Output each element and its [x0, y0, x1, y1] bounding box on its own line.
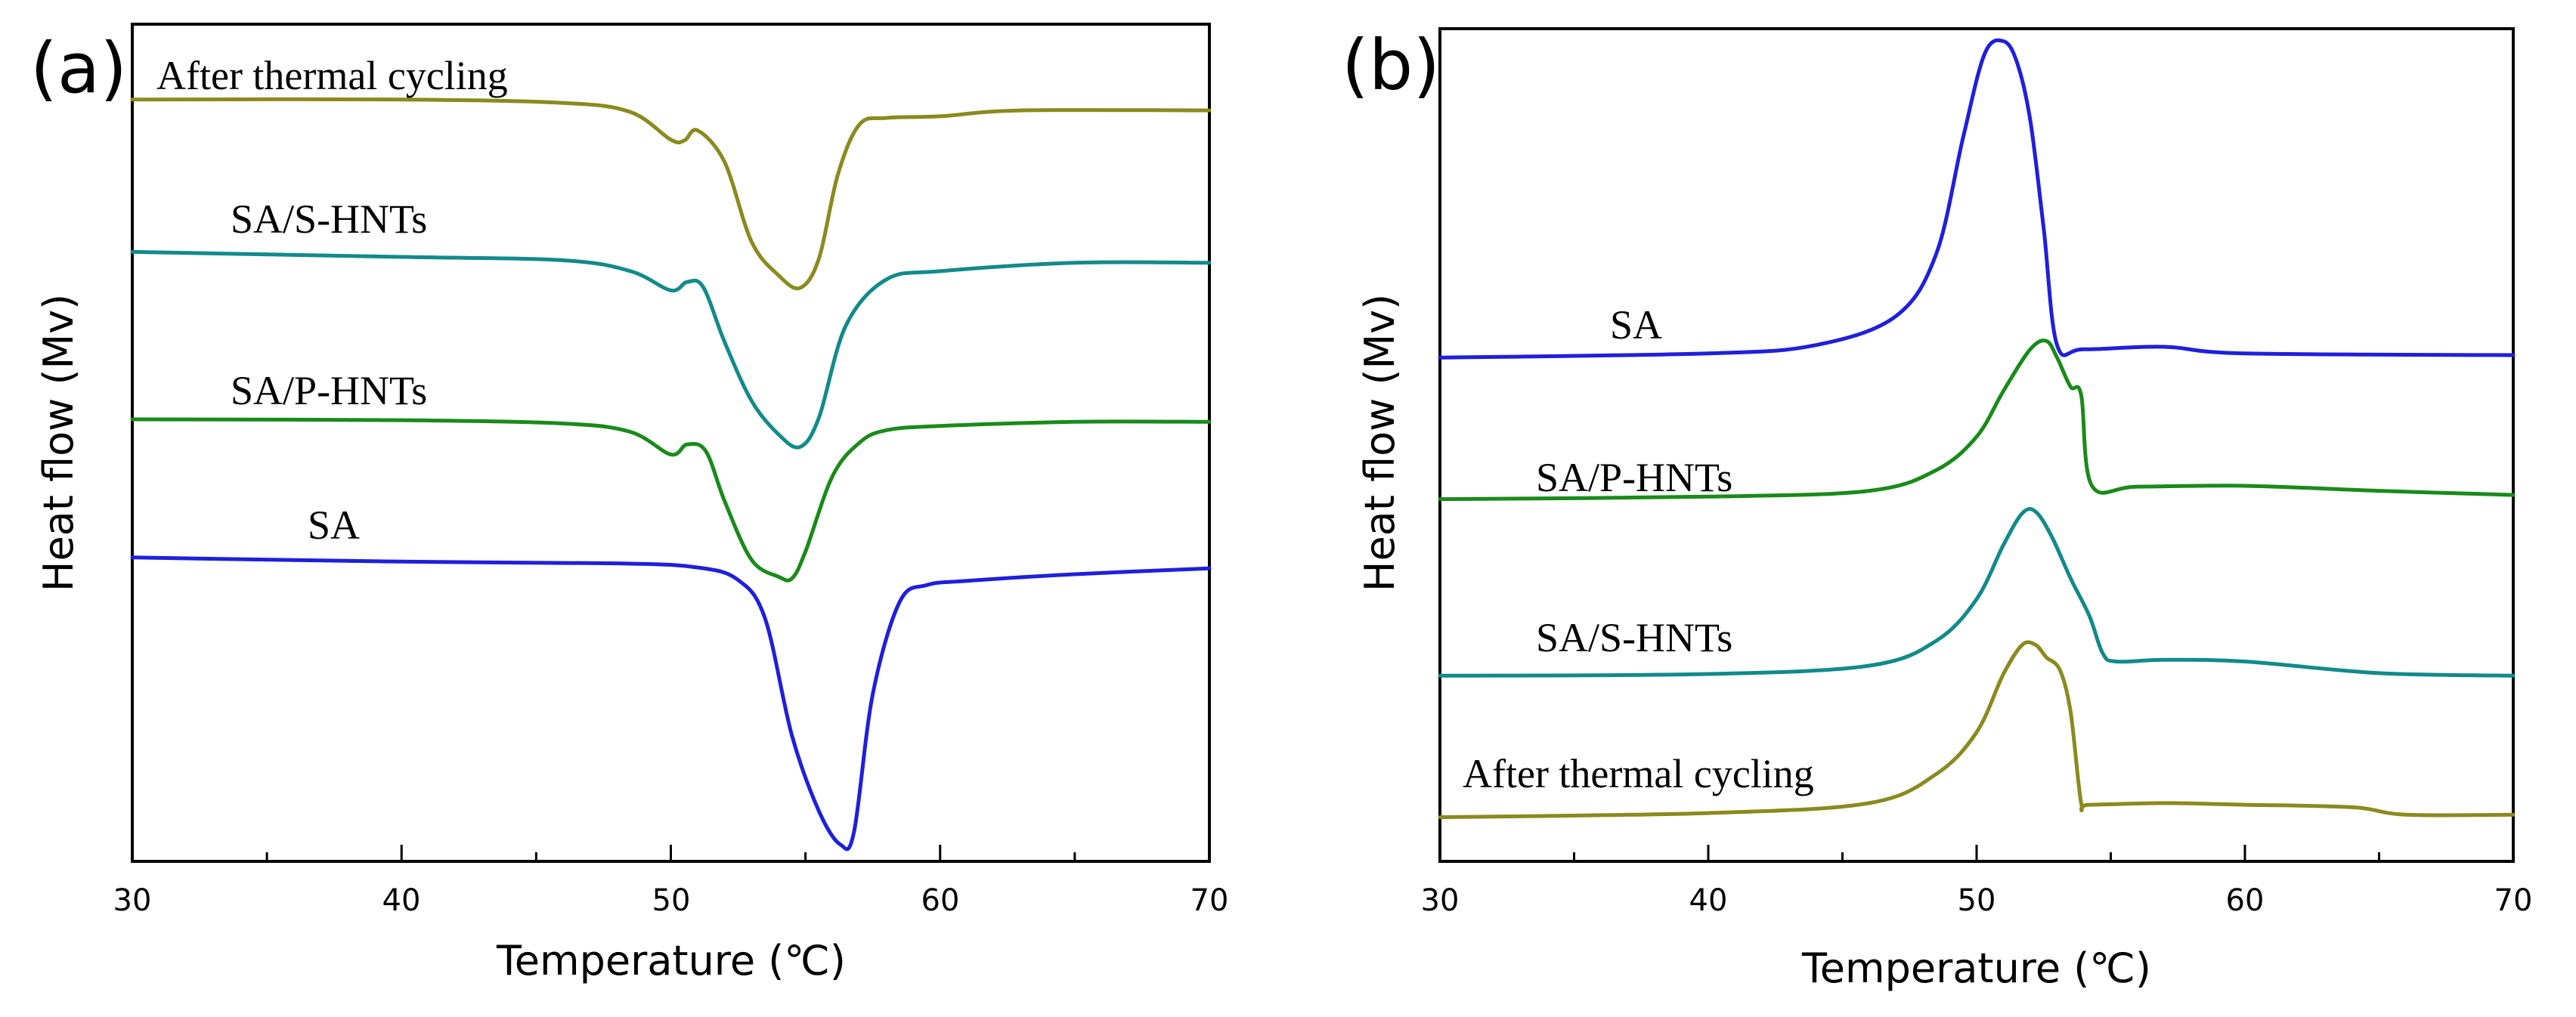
panel-a-label-sa-s-hnts: SA/S-HNTs	[231, 196, 427, 242]
panel-b-x-tick-label-50: 50	[1958, 883, 1996, 918]
panel-a-y-axis-title: Heat flow (Mv)	[35, 294, 82, 592]
panel-a-curve-sa	[130, 555, 1212, 852]
panel-b-curve-sa-s-hnts	[1438, 507, 2516, 678]
panel-b-plot-frame	[1438, 27, 2515, 863]
panel-a-curves	[130, 97, 1212, 852]
panel-b-label-sa-s-hnts: SA/S-HNTs	[1536, 615, 1732, 660]
panel-a-curve-sa-p-hnts	[130, 417, 1212, 583]
panel-b-x-tick-label-70: 70	[2494, 883, 2533, 918]
panel-b-curve-sa-p-hnts	[1438, 338, 2516, 502]
panel-a-letter: (a)	[30, 28, 127, 109]
panel-a-curve-after-thermal-cycling	[130, 97, 1212, 291]
panel-a-plot-frame	[131, 23, 1211, 863]
panel-b-label-sa-p-hnts: SA/P-HNTs	[1536, 455, 1732, 500]
panel-b-x-ticks	[1438, 845, 2515, 861]
panel-a-x-axis-title: Temperature (℃)	[496, 937, 846, 985]
panel-b-curve-sa	[1438, 38, 2516, 360]
panel-a-label-sa-p-hnts: SA/P-HNTs	[231, 368, 427, 413]
panel-b-curve-after-thermal-cycling	[1438, 640, 2516, 820]
panel-b-x-tick-label-40: 40	[1689, 883, 1728, 918]
panel-a-x-tick-label-40: 40	[382, 883, 421, 918]
panel-b: (b) 30 40 50 60 70 Temperature (℃) Heat …	[1342, 25, 2532, 992]
panel-b-label-after-thermal-cycling: After thermal cycling	[1463, 751, 1814, 796]
panel-a-curve-sa-s-hnts	[130, 249, 1212, 450]
panel-b-x-tick-label-30: 30	[1421, 883, 1460, 918]
panel-b-x-tick-label-60: 60	[2226, 883, 2265, 918]
panel-b-x-axis-title: Temperature (℃)	[1801, 944, 2151, 992]
panel-a-label-sa: SA	[308, 502, 360, 548]
panel-a: (a) 30 40 50 60 70 Temperature (℃) Heat …	[30, 23, 1229, 985]
panel-a-x-tick-label-50: 50	[652, 883, 691, 918]
panel-b-letter: (b)	[1342, 25, 1440, 106]
panel-a-x-tick-label-60: 60	[921, 883, 960, 918]
panel-a-x-tick-label-70: 70	[1190, 883, 1229, 918]
panel-a-x-ticks	[131, 845, 1211, 861]
panel-b-y-axis-title: Heat flow (Mv)	[1356, 294, 1404, 592]
panel-b-label-sa: SA	[1610, 302, 1662, 348]
panel-a-x-tick-label-30: 30	[113, 883, 152, 918]
panel-a-label-after-thermal-cycling: After thermal cycling	[156, 53, 508, 98]
panel-b-curves	[1438, 38, 2516, 820]
